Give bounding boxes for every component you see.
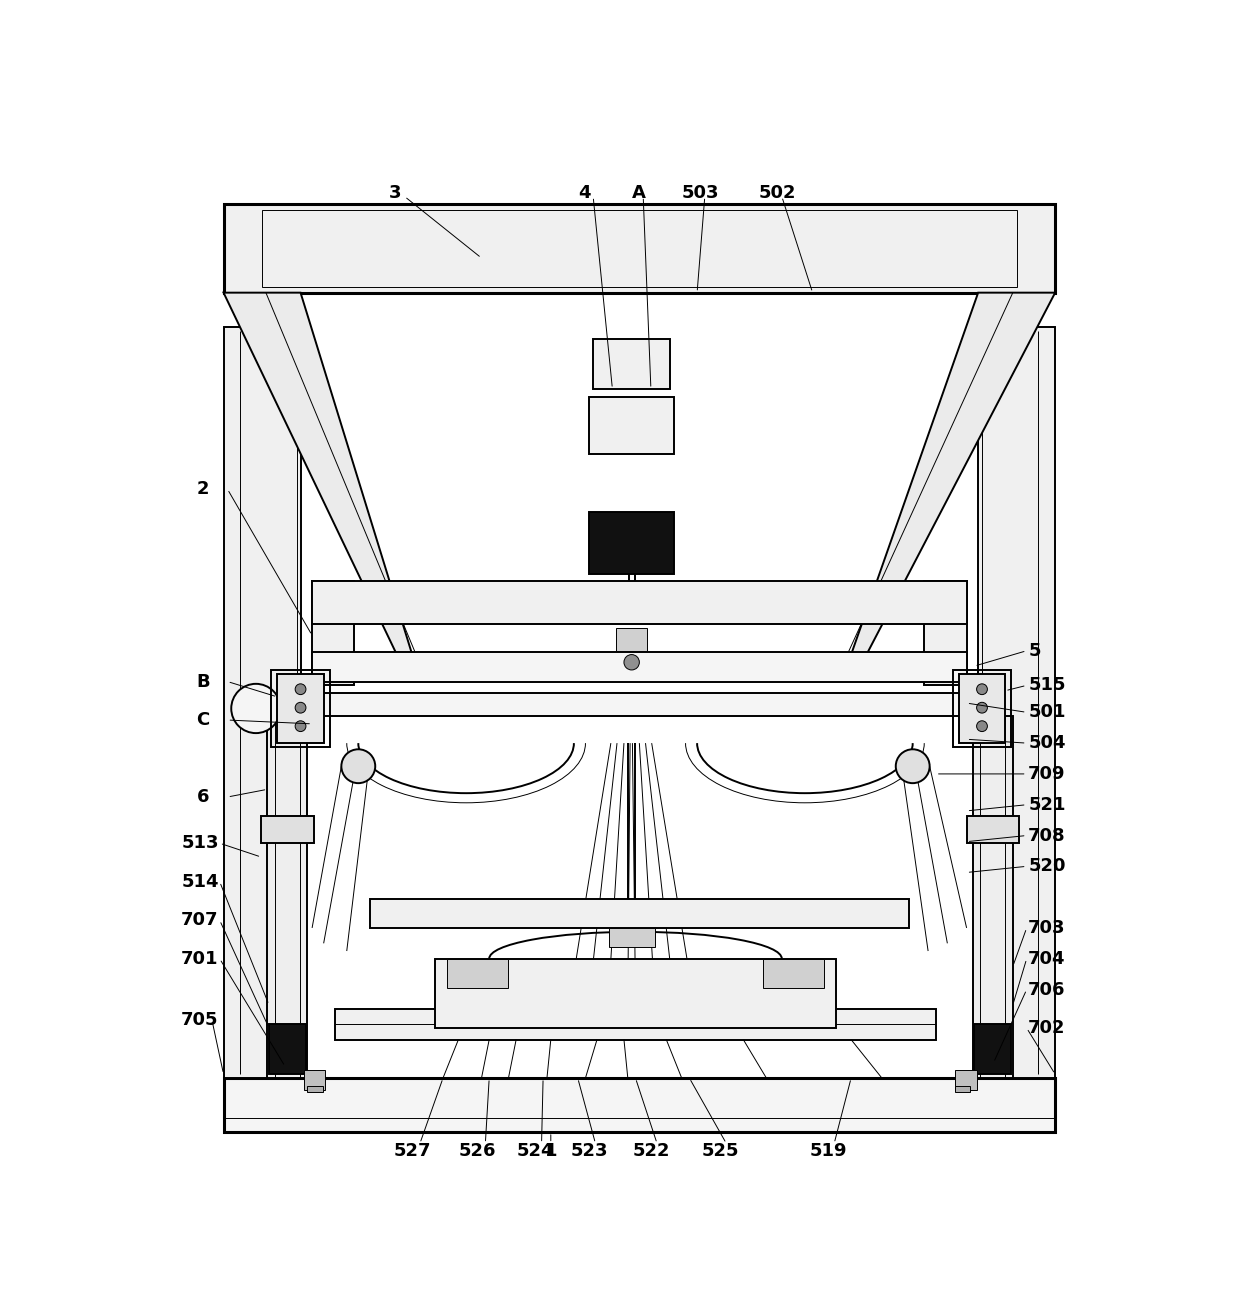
Text: 2: 2	[197, 480, 210, 497]
Bar	[616, 628, 647, 650]
Text: 4: 4	[578, 183, 590, 201]
Bar	[924, 582, 967, 686]
Bar	[223, 204, 1055, 292]
Bar	[763, 959, 825, 988]
Bar	[312, 694, 967, 716]
Bar	[223, 1078, 1055, 1132]
Text: 519: 519	[810, 1142, 847, 1161]
Bar	[304, 1070, 325, 1090]
Text: 525: 525	[702, 1142, 739, 1161]
Circle shape	[895, 749, 930, 783]
Bar	[262, 211, 1017, 287]
Circle shape	[295, 703, 306, 713]
Bar	[370, 899, 909, 928]
Bar	[609, 928, 655, 948]
Text: 705: 705	[181, 1011, 218, 1029]
Text: 515: 515	[1028, 676, 1065, 695]
Circle shape	[977, 721, 987, 732]
Text: A: A	[631, 183, 646, 201]
Bar	[446, 959, 508, 988]
Circle shape	[977, 703, 987, 713]
Text: 5: 5	[1028, 642, 1040, 659]
Bar	[593, 340, 670, 390]
Bar	[589, 396, 675, 454]
Text: 502: 502	[759, 183, 796, 201]
Bar	[272, 670, 330, 747]
Circle shape	[231, 684, 280, 733]
Circle shape	[624, 654, 640, 670]
Text: 1: 1	[544, 1142, 557, 1161]
Text: 501: 501	[1028, 703, 1065, 721]
Bar	[589, 512, 675, 574]
Bar	[599, 404, 663, 449]
Text: B: B	[197, 672, 211, 691]
Bar	[223, 328, 300, 1078]
Text: 513: 513	[181, 834, 218, 853]
Bar	[477, 959, 508, 986]
Bar	[603, 345, 661, 383]
Bar	[955, 1070, 977, 1090]
Bar	[978, 328, 1055, 1078]
Text: 522: 522	[632, 1142, 670, 1161]
Circle shape	[295, 721, 306, 732]
Polygon shape	[851, 292, 1055, 654]
Bar	[269, 1024, 306, 1074]
Text: 514: 514	[181, 873, 218, 891]
Text: 3: 3	[389, 183, 402, 201]
Bar	[764, 959, 795, 986]
Text: 527: 527	[393, 1142, 432, 1161]
Circle shape	[341, 749, 376, 783]
Text: 521: 521	[1028, 796, 1065, 813]
Text: 704: 704	[1028, 950, 1065, 967]
Bar	[967, 816, 1019, 844]
Text: 709: 709	[1028, 765, 1065, 783]
Circle shape	[295, 684, 306, 695]
Text: 523: 523	[570, 1142, 608, 1161]
Circle shape	[977, 684, 987, 695]
Bar	[312, 582, 355, 686]
Bar	[278, 674, 324, 744]
Text: 526: 526	[459, 1142, 496, 1161]
Bar	[446, 965, 825, 1021]
Text: 702: 702	[1028, 1019, 1065, 1037]
Text: C: C	[197, 711, 210, 729]
Bar	[312, 582, 967, 624]
Text: 504: 504	[1028, 734, 1065, 753]
Text: 6: 6	[197, 788, 210, 805]
Text: 707: 707	[181, 911, 218, 929]
Bar	[959, 674, 1006, 744]
Bar	[312, 653, 967, 682]
Text: 701: 701	[181, 950, 218, 967]
Text: 708: 708	[1028, 826, 1066, 845]
Bar	[955, 1086, 971, 1092]
Text: 703: 703	[1028, 919, 1065, 937]
Polygon shape	[223, 292, 412, 654]
Bar	[435, 959, 836, 1028]
Bar	[972, 716, 1013, 1078]
Bar	[268, 716, 308, 1078]
Text: 520: 520	[1028, 857, 1065, 875]
Bar	[975, 1024, 1012, 1074]
Text: 503: 503	[682, 183, 719, 201]
Bar	[262, 816, 314, 844]
Bar	[952, 670, 1012, 747]
Bar	[308, 1086, 322, 1092]
Bar	[335, 1009, 936, 1040]
Text: 524: 524	[517, 1142, 554, 1161]
Text: 706: 706	[1028, 980, 1065, 999]
